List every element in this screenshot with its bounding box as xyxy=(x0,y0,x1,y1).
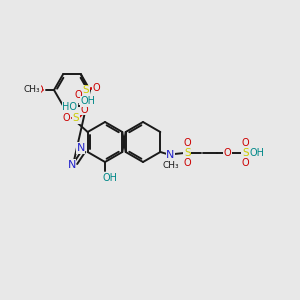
Text: OH: OH xyxy=(103,173,118,183)
Text: S: S xyxy=(72,113,79,123)
Text: O: O xyxy=(184,138,191,148)
Text: HO: HO xyxy=(62,102,77,112)
Text: S: S xyxy=(242,148,249,158)
Text: N: N xyxy=(166,150,175,160)
Text: S: S xyxy=(83,85,89,95)
Text: O: O xyxy=(74,90,82,100)
Text: OH: OH xyxy=(250,148,265,158)
Text: N: N xyxy=(76,143,85,153)
Text: S: S xyxy=(184,148,190,158)
Text: OH: OH xyxy=(80,96,95,106)
Text: O: O xyxy=(184,158,191,168)
Text: O: O xyxy=(224,148,231,158)
Text: O: O xyxy=(242,138,249,148)
Text: O: O xyxy=(81,105,88,115)
Text: O: O xyxy=(63,113,70,123)
Text: CH₃: CH₃ xyxy=(162,160,178,169)
Text: O: O xyxy=(35,85,43,95)
Text: O: O xyxy=(242,158,249,168)
Text: N: N xyxy=(68,160,76,170)
Text: CH₃: CH₃ xyxy=(24,85,40,94)
Text: O: O xyxy=(92,83,100,93)
